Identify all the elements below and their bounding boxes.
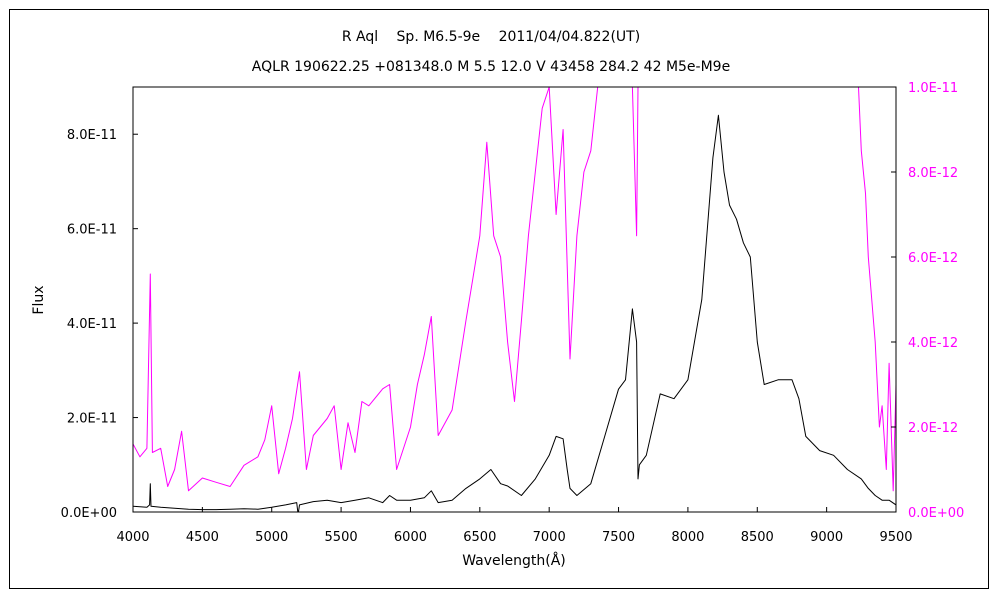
y-tick-label-left: 2.0E-11	[67, 412, 117, 427]
y-tick-label-right: 4.0E-12	[908, 336, 958, 351]
x-axis-label: Wavelength(Å)	[462, 552, 566, 569]
flux-series-black	[133, 114, 896, 512]
x-tick-label: 9000	[810, 530, 843, 545]
y-tick-label-right: 8.0E-12	[908, 166, 958, 181]
chart-subtitle: AQLR 190622.25 +081348.0 M 5.5 12.0 V 43…	[252, 59, 730, 75]
y-tick-label-right: 6.0E-12	[908, 251, 958, 266]
y-tick-label-left: 8.0E-11	[67, 128, 117, 143]
y-tick-label-right: 2.0E-12	[908, 421, 958, 436]
plot-border	[132, 86, 897, 513]
y-tick-label-right: 1.0E-11	[908, 81, 958, 96]
x-tick-label: 5000	[255, 530, 288, 545]
x-tick-label: 7000	[533, 530, 566, 545]
x-tick-label: 7500	[602, 530, 635, 545]
spectrum-chart: R Aql Sp. M6.5-9e 2011/04/04.822(UT) AQL…	[31, 29, 965, 569]
x-tick-label: 9500	[879, 530, 912, 545]
x-tick-label: 8000	[671, 530, 704, 545]
y-tick-label-right: 0.0E+00	[908, 506, 964, 521]
y-tick-label-left: 0.0E+00	[61, 506, 117, 521]
y-tick-label-left: 6.0E-11	[67, 223, 117, 238]
chart-frame: R Aql Sp. M6.5-9e 2011/04/04.822(UT) AQL…	[9, 9, 989, 589]
x-tick-label: 5500	[325, 530, 358, 545]
y-tick-label-left: 4.0E-11	[67, 317, 117, 332]
y-axis-label: Flux	[31, 285, 47, 314]
series-layer	[133, 87, 896, 512]
axes: 4000 4500 5000 5500 6000 6500 7000 7500 8000 8500…	[61, 81, 965, 545]
x-tick-label: 6000	[394, 530, 427, 545]
x-tick-label: 8500	[741, 530, 774, 545]
x-tick-label: 6500	[463, 530, 496, 545]
x-tick-label: 4500	[186, 530, 219, 545]
x-tick-label: 4000	[116, 530, 149, 545]
chart-title: R Aql Sp. M6.5-9e 2011/04/04.822(UT)	[342, 29, 640, 45]
flux-series-magenta	[133, 87, 896, 492]
